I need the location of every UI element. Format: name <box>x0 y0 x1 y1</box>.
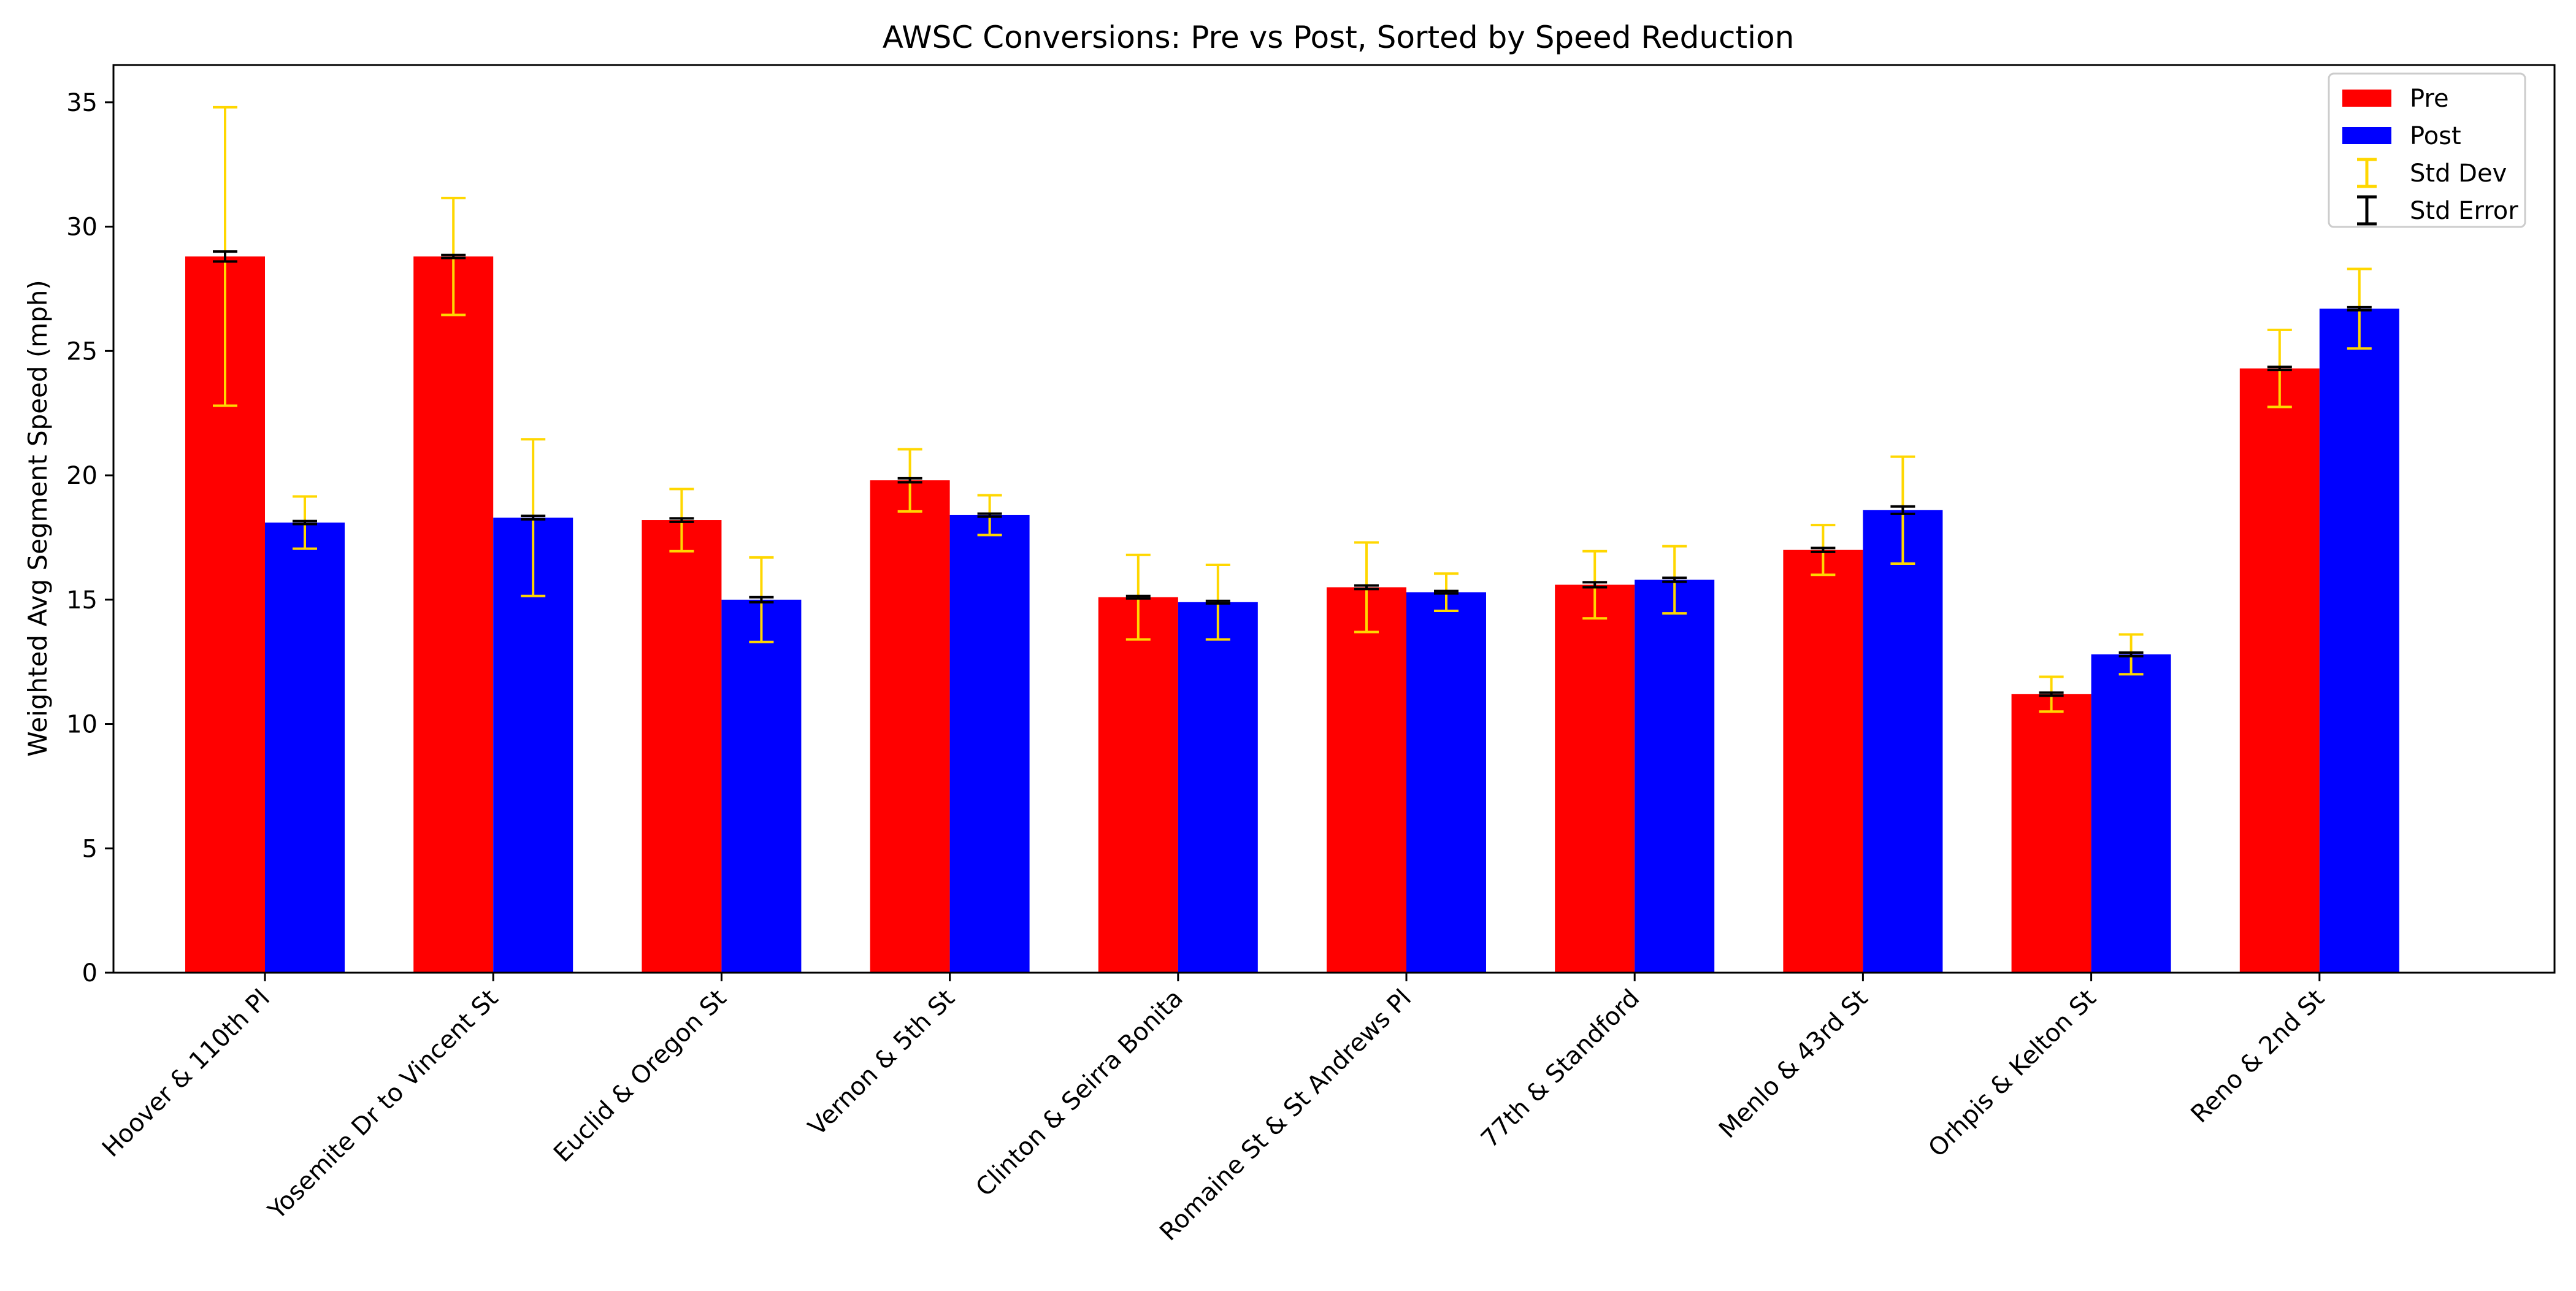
legend-box <box>2328 72 2526 228</box>
x-tick-label-1: Yosemite Dr to Vincent St <box>263 984 504 1225</box>
x-tick-label-2: Euclid & Oregon St <box>548 984 732 1168</box>
legend-swatch-std-dev <box>2357 158 2377 188</box>
bar-pre-4 <box>1098 597 1178 973</box>
bar-pre-2 <box>642 520 722 973</box>
bar-post-7 <box>1863 510 1943 973</box>
std-error-errorbar-pre-6 <box>1582 581 1608 589</box>
std-error-errorbar-pre-9 <box>2267 366 2292 372</box>
std-error-errorbar-pre-7 <box>1811 546 1836 553</box>
x-tick-label-6: 77th & Standford <box>1476 984 1645 1154</box>
std-error-errorbar-pre-4 <box>1125 594 1151 600</box>
bar-pre-7 <box>1783 550 1863 973</box>
std-error-errorbar-post-0 <box>293 519 317 526</box>
legend-swatch-pre <box>2342 90 2391 107</box>
bar-post-4 <box>1178 602 1258 973</box>
bar-post-8 <box>2091 654 2171 973</box>
y-tick-label-6: 30 <box>66 213 98 242</box>
plot-frame <box>112 64 2556 974</box>
std-error-errorbar-post-8 <box>2118 651 2144 657</box>
std-error-errorbar-post-9 <box>2347 305 2372 312</box>
plot-area: 0 5 10 15 20 25 30 35 Hoover & 110th PlYosemite … <box>66 64 2556 1247</box>
bar-pre-1 <box>413 256 494 973</box>
chart-title: AWSC Conversions: Pre vs Post, Sorted by… <box>883 20 1795 55</box>
legend-swatch-post <box>2342 127 2391 144</box>
y-tick-label-4: 20 <box>66 462 98 490</box>
x-tick-label-8: Orhpis & Kelton St <box>1923 984 2101 1163</box>
std-error-errorbar-post-1 <box>521 515 546 521</box>
std-error-errorbar-post-5 <box>1434 589 1459 595</box>
legend: Pre Post Std Dev Std Error <box>2328 72 2526 228</box>
bar-pre-9 <box>2239 368 2320 973</box>
std-error-errorbar-post-4 <box>1205 599 1230 605</box>
bar-pre-5 <box>1327 587 1406 973</box>
x-tick-label-7: Menlo & 43rd St <box>1714 984 1874 1144</box>
bar-post-2 <box>721 599 802 973</box>
bar-pre-6 <box>1555 584 1635 973</box>
std-error-errorbar-post-3 <box>977 512 1002 518</box>
std-error-errorbar-pre-8 <box>2039 691 2064 697</box>
x-tick-label-0: Hoover & 110th Pl <box>97 984 275 1163</box>
bar-pre-3 <box>870 480 950 973</box>
std-error-errorbar-post-7 <box>1890 505 1915 515</box>
y-tick-label-7: 35 <box>66 89 98 117</box>
x-tick-label-5: Romaine St & St Andrews Pl <box>1154 984 1417 1247</box>
std-error-errorbar-pre-1 <box>441 253 466 259</box>
std-error-errorbar-pre-0 <box>213 250 237 263</box>
x-tick-label-3: Vernon & 5th St <box>803 984 960 1141</box>
bar-post-3 <box>949 515 1030 973</box>
y-tick-label-2: 10 <box>66 711 98 739</box>
std-error-errorbar-pre-2 <box>669 517 694 523</box>
std-error-errorbar-post-6 <box>1662 577 1687 583</box>
x-tick-label-9: Reno & 2nd St <box>2185 984 2329 1128</box>
legend-label-std-dev: Std Dev <box>2410 159 2507 188</box>
legend-swatch-std-error <box>2357 195 2377 226</box>
y-tick-label-3: 15 <box>66 586 98 615</box>
legend-label-pre: Pre <box>2410 85 2449 113</box>
bar-pre-8 <box>2011 694 2091 973</box>
y-tick-label-5: 25 <box>66 337 98 366</box>
std-error-errorbar-post-2 <box>749 596 774 603</box>
x-tick-label-4: Clinton & Seirra Bonita <box>970 984 1188 1202</box>
legend-label-std-error: Std Error <box>2410 197 2518 225</box>
bar-post-9 <box>2319 308 2399 973</box>
legend-label-post: Post <box>2410 122 2461 150</box>
bar-post-0 <box>265 523 345 973</box>
bar-post-6 <box>1635 580 1715 973</box>
y-tick-label-0: 0 <box>82 959 98 987</box>
bar-post-5 <box>1406 592 1486 973</box>
std-error-errorbar-pre-5 <box>1354 584 1379 591</box>
y-tick-label-1: 5 <box>82 835 98 863</box>
std-error-errorbar-pre-3 <box>897 477 922 484</box>
y-axis-label: Weighted Avg Segment Speed (mph) <box>23 280 53 757</box>
